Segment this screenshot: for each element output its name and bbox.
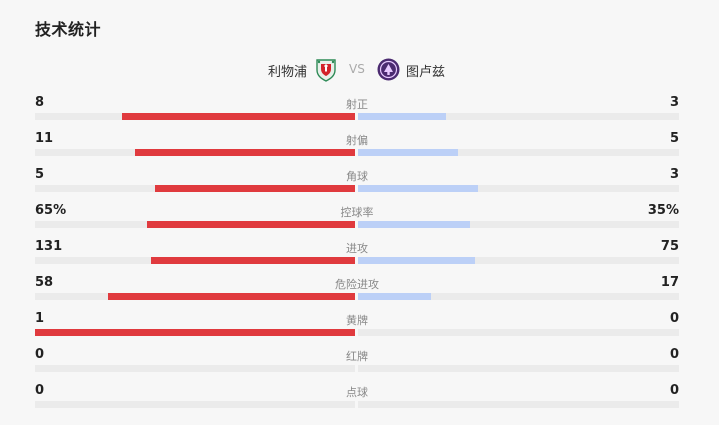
away-bar-fill <box>358 185 479 192</box>
stat-row: 58 危险进攻 17 <box>0 275 719 311</box>
away-value: 17 <box>660 275 679 290</box>
stat-label: 射偏 <box>346 134 368 147</box>
away-bar-fill <box>358 149 459 156</box>
away-value: 3 <box>669 95 679 110</box>
home-bar-track <box>35 221 355 228</box>
home-bar-track <box>35 293 355 300</box>
away-bar-track <box>358 185 679 192</box>
home-value: 58 <box>35 275 54 290</box>
away-bar-track <box>358 221 679 228</box>
home-bar-fill <box>122 113 355 120</box>
home-value: 0 <box>35 383 45 398</box>
stat-label: 进攻 <box>346 242 368 255</box>
stat-row: 5 角球 3 <box>0 167 719 203</box>
home-bar-track <box>35 401 355 408</box>
stat-label: 危险进攻 <box>335 278 379 291</box>
away-value: 0 <box>669 311 679 326</box>
away-bar-track <box>358 401 679 408</box>
stat-row: 11 射偏 5 <box>0 131 719 167</box>
home-value: 65% <box>35 203 67 218</box>
away-bar-track <box>358 113 679 120</box>
vs-label: VS <box>349 62 365 76</box>
stat-row: 131 进攻 75 <box>0 239 719 275</box>
away-bar-fill <box>358 221 471 228</box>
home-bar-fill <box>147 221 355 228</box>
home-bar-track <box>35 329 355 336</box>
away-value: 35% <box>647 203 679 218</box>
home-bar-track <box>35 185 355 192</box>
away-value: 75 <box>660 239 679 254</box>
home-value: 11 <box>35 131 54 146</box>
stat-row: 65% 控球率 35% <box>0 203 719 239</box>
away-bar-track <box>358 293 679 300</box>
teams-header: 利物浦 VS 图卢兹 <box>0 58 719 82</box>
home-bar-fill <box>134 149 355 156</box>
liverpool-crest-icon[interactable] <box>315 58 337 82</box>
stat-row: 8 射正 3 <box>0 95 719 131</box>
home-bar-fill <box>151 257 355 264</box>
away-value: 5 <box>669 131 679 146</box>
stat-label: 黄牌 <box>346 314 368 327</box>
away-value: 3 <box>669 167 679 182</box>
stat-label: 红牌 <box>346 350 368 363</box>
home-bar-track <box>35 257 355 264</box>
away-bar-fill <box>358 293 431 300</box>
away-bar-track <box>358 329 679 336</box>
toulouse-crest-icon[interactable] <box>377 58 400 81</box>
stat-label: 角球 <box>346 170 368 183</box>
stat-row: 0 点球 0 <box>0 383 719 419</box>
home-team-name[interactable]: 利物浦 <box>267 65 307 80</box>
away-value: 0 <box>669 347 679 362</box>
stat-label: 控球率 <box>340 206 374 219</box>
away-team-name[interactable]: 图卢兹 <box>406 65 446 80</box>
home-value: 0 <box>35 347 45 362</box>
home-bar-track <box>35 365 355 372</box>
stat-label: 点球 <box>346 386 368 399</box>
page-title: 技术统计 <box>35 20 102 39</box>
home-bar-fill <box>107 293 355 300</box>
home-value: 131 <box>35 239 63 254</box>
stat-row: 1 黄牌 0 <box>0 311 719 347</box>
home-value: 8 <box>35 95 45 110</box>
away-bar-track <box>358 149 679 156</box>
stat-row: 0 红牌 0 <box>0 347 719 383</box>
home-bar-track <box>35 149 355 156</box>
home-bar-track <box>35 113 355 120</box>
home-bar-fill <box>35 329 355 336</box>
away-bar-track <box>358 257 679 264</box>
away-bar-fill <box>358 113 446 120</box>
away-bar-track <box>358 365 679 372</box>
home-value: 1 <box>35 311 45 326</box>
away-bar-fill <box>358 257 475 264</box>
away-value: 0 <box>669 383 679 398</box>
stat-label: 射正 <box>346 98 368 111</box>
home-value: 5 <box>35 167 45 182</box>
home-bar-fill <box>155 185 355 192</box>
